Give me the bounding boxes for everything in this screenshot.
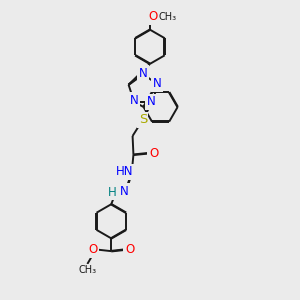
Text: O: O <box>88 243 98 256</box>
Text: O: O <box>148 11 157 23</box>
Text: H: H <box>108 186 117 199</box>
Text: N: N <box>139 67 148 80</box>
Text: N: N <box>129 94 138 106</box>
Text: HN: HN <box>116 165 133 178</box>
Text: N: N <box>120 185 129 198</box>
Text: CH₃: CH₃ <box>158 12 177 22</box>
Text: N: N <box>147 95 156 108</box>
Text: S: S <box>139 113 147 126</box>
Text: CH₃: CH₃ <box>78 265 96 275</box>
Text: O: O <box>125 243 134 256</box>
Text: N: N <box>153 77 161 90</box>
Text: O: O <box>149 146 158 160</box>
